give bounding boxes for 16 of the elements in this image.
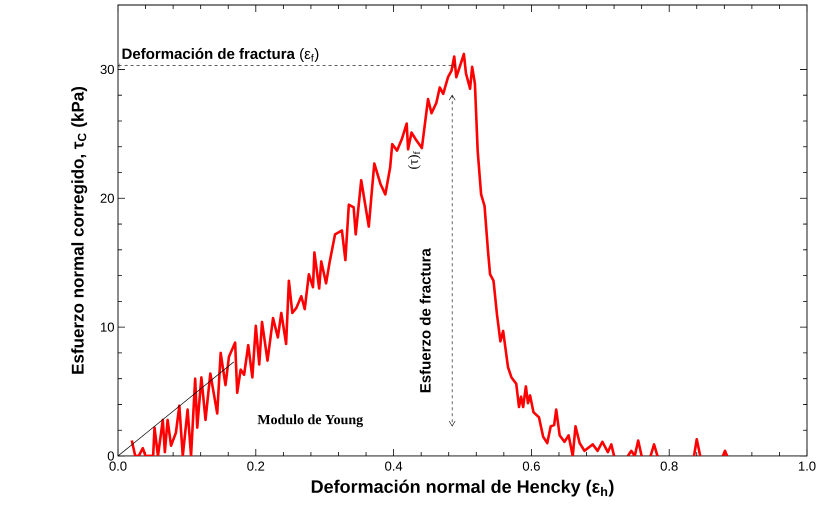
x-tick-label: 0.8 <box>660 462 678 471</box>
annotation: Modulo de Young <box>258 414 364 428</box>
x-tick-label: 0.2 <box>247 462 264 471</box>
ref-line-label: Esfuerzo de fractura <box>420 248 431 392</box>
y-tick-label: 20 <box>100 194 114 203</box>
y-tick-label: 30 <box>100 64 114 74</box>
annotation: Deformación de fractura (ε$_{f}$) <box>122 48 318 62</box>
y-tick-label: 0 <box>108 451 114 461</box>
annotation: (τ)$_{f}$ <box>408 151 421 169</box>
x-tick-label: 0.6 <box>522 462 540 471</box>
y-tick-label: 10 <box>101 322 114 332</box>
x-tick-label: 0.4 <box>385 462 402 471</box>
x-axis-title: Deformación normal de Hencky (ε$_{h}$) <box>312 480 614 497</box>
y-axis-title: Esfuerzo normal corregido, τ$_{C}$ (kPa) <box>71 86 88 374</box>
x-tick-label: 1.0 <box>798 462 816 471</box>
x-tick-label: 0.0 <box>109 462 127 471</box>
